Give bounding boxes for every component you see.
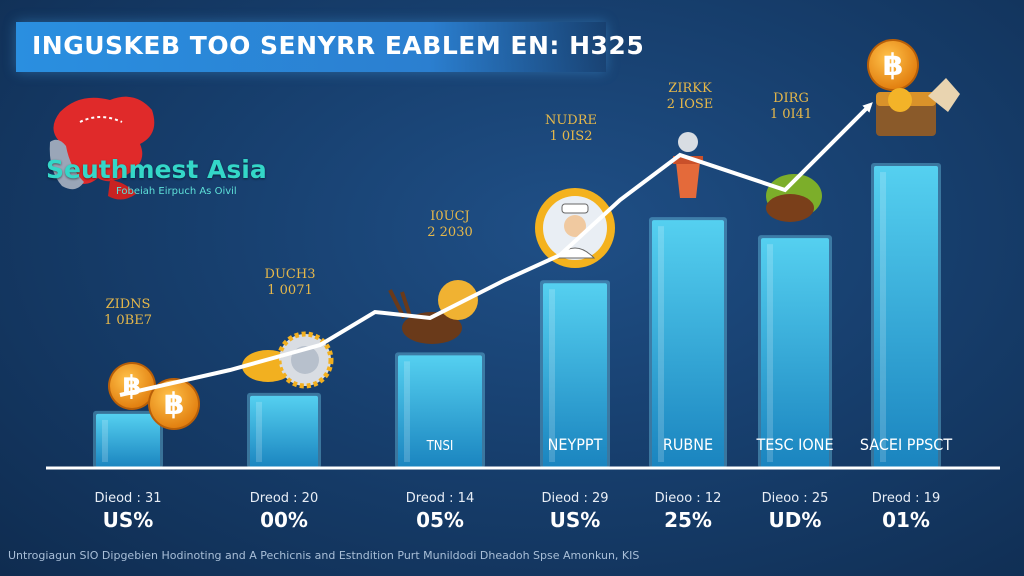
percent-label: 00%	[260, 508, 308, 532]
value-annotation: 1 0IS2	[550, 129, 593, 144]
bar-label: SACEI PPSCT	[860, 435, 953, 454]
percent-label: 25%	[664, 508, 712, 532]
bitcoin-icon: ฿	[108, 362, 156, 410]
investor-avatar-icon	[535, 188, 615, 268]
svg-text:฿: ฿	[883, 48, 904, 83]
bar-4	[543, 283, 607, 468]
title-banner: INGUSKEB TOO SENYRR EABLEM EN: H325	[16, 22, 644, 72]
bitcoin-icon: ฿	[148, 378, 200, 430]
percent-label: US%	[550, 508, 601, 532]
category-label: Dieoo : 12	[655, 491, 722, 506]
bar-label: NEYPPT	[548, 435, 603, 454]
value-annotation: 2 IOSE	[667, 97, 714, 112]
bar-1	[96, 413, 160, 468]
value-annotation: I0UCJ	[430, 209, 470, 224]
category-label: Dreod : 14	[406, 491, 474, 506]
value-annotation: NUDRE	[545, 113, 597, 128]
region-name: Seuthmest Asia	[46, 155, 267, 184]
category-label: Dreod : 19	[872, 491, 940, 506]
category-label: Dieoo : 25	[762, 491, 829, 506]
category-label: Dieod : 31	[94, 491, 161, 506]
percent-label: 05%	[416, 508, 464, 532]
percent-label: 01%	[882, 508, 930, 532]
footer-note: Untrogiagun SIO Dipgebien Hodinoting and…	[8, 549, 640, 562]
value-annotation: 1 0BE7	[104, 313, 152, 328]
bar-6	[761, 238, 829, 468]
category-label: Dreod : 20	[250, 491, 318, 506]
bar-label: TNSI	[426, 439, 454, 454]
bar-2	[250, 395, 318, 468]
gift-pot-icon	[673, 132, 703, 198]
percent-label: US%	[103, 508, 154, 532]
bull-icon	[388, 280, 478, 344]
bar-7	[874, 166, 938, 468]
bar-3	[398, 355, 482, 468]
value-annotation: 1 0I41	[770, 107, 812, 122]
trend-arrow-line	[119, 102, 873, 397]
southeast-asia-map-icon	[49, 96, 155, 200]
value-annotation: ZIDNS	[106, 297, 151, 312]
svg-text:฿: ฿	[164, 387, 185, 422]
value-annotation: 2 2030	[427, 225, 473, 240]
value-annotation: DIRG	[773, 91, 809, 106]
region-subtitle: Fobeiah Eirpuch As Oivil	[116, 186, 237, 197]
category-label: Dieod : 29	[541, 491, 608, 506]
value-annotation: DUCH3	[265, 267, 316, 282]
bar-5	[652, 220, 724, 468]
turtle-icon	[766, 174, 822, 222]
bar-label: RUBNE	[663, 435, 713, 454]
value-annotation: ZIRKK	[668, 81, 712, 96]
svg-text:฿: ฿	[122, 370, 141, 402]
medal-coin-icon	[242, 331, 334, 389]
bitcoin-icon: ฿	[867, 39, 919, 91]
bar-label: TESC IONE	[755, 435, 833, 454]
value-annotation: 1 0071	[267, 283, 313, 298]
percent-label: UD%	[769, 508, 822, 532]
banner-title: INGUSKEB TOO SENYRR EABLEM EN: H325	[32, 31, 645, 60]
treasure-chest-icon	[876, 78, 960, 136]
